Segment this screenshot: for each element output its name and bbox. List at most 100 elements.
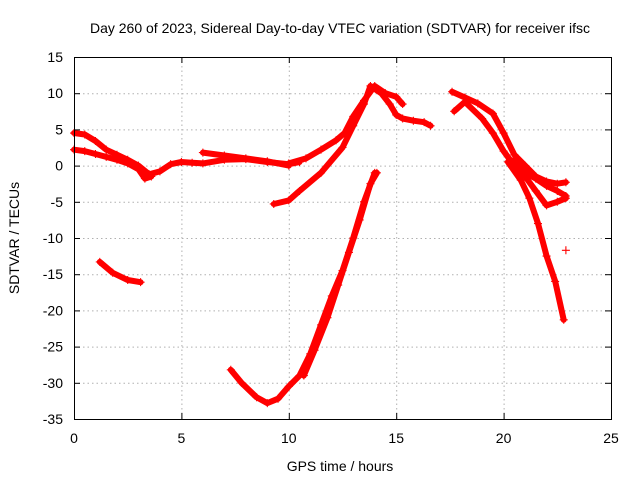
data-point — [226, 365, 235, 374]
data-point — [102, 145, 111, 154]
series-track-i — [448, 87, 570, 188]
series-trail — [300, 169, 380, 379]
data-point — [136, 278, 145, 287]
data-point — [559, 315, 568, 324]
data-point — [542, 252, 551, 261]
data-point — [366, 81, 375, 90]
data-point — [108, 268, 117, 277]
data-point — [409, 116, 418, 125]
data-point — [269, 199, 278, 208]
y-tick-label: 10 — [47, 85, 63, 101]
data-point — [284, 382, 293, 391]
data-point — [317, 145, 326, 154]
data-point — [510, 155, 519, 164]
data-point — [155, 167, 164, 176]
data-point — [198, 159, 207, 168]
data-point — [323, 313, 332, 322]
data-point — [553, 179, 562, 188]
data-point — [426, 121, 435, 130]
series-trail — [227, 169, 378, 407]
data-point — [561, 246, 570, 255]
data-point — [377, 89, 386, 98]
data-point — [263, 399, 272, 408]
y-tick-label: -20 — [43, 302, 63, 318]
data-point — [359, 100, 368, 109]
data-point — [123, 275, 132, 284]
data-point — [542, 181, 551, 190]
y-tick-label: 0 — [55, 158, 63, 174]
data-point — [220, 151, 229, 160]
data-point — [237, 378, 246, 387]
data-point — [299, 371, 308, 380]
data-point — [252, 393, 261, 402]
series-track-e — [269, 81, 435, 208]
data-point — [166, 160, 175, 169]
series-trail — [511, 156, 569, 199]
data-point — [460, 97, 469, 106]
data-point — [95, 257, 104, 266]
data-point — [542, 201, 551, 210]
data-point — [531, 186, 540, 195]
data-point — [385, 100, 394, 109]
data-point — [102, 152, 111, 161]
data-point — [310, 346, 319, 355]
data-point — [366, 179, 375, 188]
data-point — [123, 159, 132, 168]
y-tick-label: -35 — [43, 411, 63, 427]
series-trail — [96, 258, 144, 286]
data-point — [147, 172, 156, 181]
data-point — [499, 129, 508, 138]
series-trail — [270, 83, 434, 207]
data-point — [284, 159, 293, 168]
data-point — [531, 174, 540, 183]
data-point — [317, 168, 326, 177]
x-tick-label: 15 — [388, 430, 404, 446]
data-point — [521, 168, 530, 177]
y-tick-label: -5 — [51, 194, 64, 210]
y-tick-label: -30 — [43, 375, 63, 391]
series-trail — [71, 130, 303, 178]
data-point — [274, 394, 283, 403]
data-point — [295, 186, 304, 195]
data-point — [372, 168, 381, 177]
data-point — [473, 99, 482, 108]
data-point — [134, 165, 143, 174]
data-point — [525, 194, 534, 203]
data-point — [499, 147, 508, 156]
data-point — [301, 154, 310, 163]
data-point — [561, 178, 570, 187]
y-tick-label: -10 — [43, 230, 63, 246]
data-point — [334, 281, 343, 290]
data-point — [533, 219, 542, 228]
data-point — [91, 150, 100, 159]
data-point — [392, 92, 401, 101]
data-point — [332, 136, 341, 145]
data-point — [241, 154, 250, 163]
data-point — [488, 109, 497, 118]
y-tick-label: 5 — [55, 121, 63, 137]
series-track-d — [284, 81, 407, 168]
data-point — [448, 87, 457, 96]
data-layer — [70, 81, 570, 408]
data-point — [338, 143, 347, 152]
series-track-k — [503, 157, 568, 324]
data-point — [503, 157, 512, 166]
series-track-h — [299, 168, 381, 380]
data-point — [349, 121, 358, 130]
data-point — [450, 107, 459, 116]
data-point — [553, 197, 562, 206]
y-tick-label: -25 — [43, 339, 63, 355]
data-point — [553, 186, 562, 195]
chart-title: Day 260 of 2023, Sidereal Day-to-day VTE… — [90, 20, 590, 36]
series-track-m — [561, 246, 570, 255]
data-point — [188, 158, 197, 167]
data-point — [561, 192, 570, 201]
x-tick-label: 5 — [178, 430, 186, 446]
y-axis-label: SDTVAR / TECUs — [6, 182, 22, 294]
y-tick-label: 15 — [47, 49, 63, 65]
data-point — [516, 176, 525, 185]
data-point — [263, 157, 272, 166]
data-point — [198, 148, 207, 157]
data-point — [284, 196, 293, 205]
